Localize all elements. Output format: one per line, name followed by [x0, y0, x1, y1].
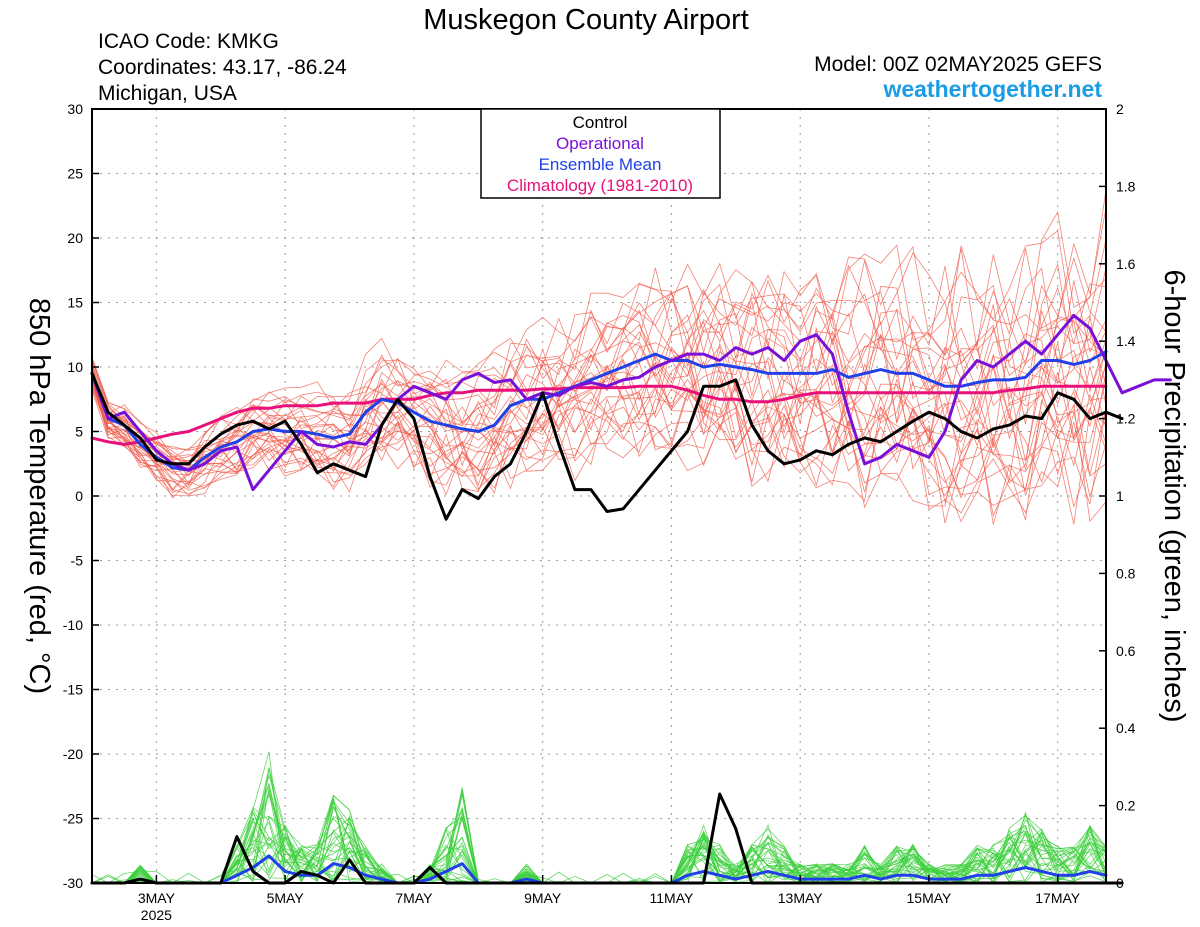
y-tick-label: 15: [67, 295, 83, 311]
y-tick-label: 10: [67, 359, 83, 375]
y-tick-label: 30: [67, 101, 83, 117]
legend-ensemble-mean: Ensemble Mean: [539, 155, 662, 174]
x-tick-label: 13MAY: [778, 890, 824, 906]
y2-tick-label: 0: [1116, 875, 1124, 891]
legend-climatology: Climatology (1981-2010): [507, 176, 693, 195]
left-axis-label: 850 hPa Temperature (red, °C): [23, 298, 55, 694]
x-tick-label: 7MAY: [395, 890, 433, 906]
temperature-climatology-1981-2010-line: [90, 384, 1108, 446]
precip-member-line: [91, 782, 1107, 884]
x-tick-label: 17MAY: [1035, 890, 1081, 906]
x-tick-label: 9MAY: [524, 890, 562, 906]
y2-tick-label: 1.6: [1116, 256, 1136, 272]
model-run: Model: 00Z 02MAY2025 GEFS: [814, 53, 1102, 76]
temperature-member-line: [91, 207, 1107, 451]
legend-box: [480, 108, 721, 199]
y-tick-label: 25: [67, 166, 83, 182]
x-tick-sublabel: 2025: [141, 907, 172, 923]
y2-tick-label: 0.4: [1116, 720, 1136, 736]
left-axis: 30 25 20 15 10 5 0 -5 -10 -15 -20 -25 -30: [63, 101, 99, 891]
temperature-member-line: [91, 387, 1107, 514]
y2-tick-label: 1.4: [1116, 333, 1136, 349]
y2-tick-label: 1.8: [1116, 178, 1136, 194]
temperature-member-line: [91, 386, 1107, 524]
temperature-member-line: [91, 267, 1107, 461]
temperature-member-line: [91, 230, 1107, 464]
legend-operational: Operational: [556, 134, 644, 153]
temperature-operational-line: [90, 313, 1172, 492]
y-tick-label: 20: [67, 230, 83, 246]
x-tick-label: 3MAY: [138, 890, 176, 906]
temperature-member-line: [91, 366, 1107, 504]
y2-tick-label: 1.2: [1116, 411, 1136, 427]
temperature-member-line: [91, 342, 1107, 473]
legend-control: Control: [573, 113, 628, 132]
grid: [92, 109, 1106, 883]
site-name: weathertogether.net: [882, 76, 1102, 102]
x-tick-label: 5MAY: [267, 890, 305, 906]
region: Michigan, USA: [98, 82, 237, 105]
y-tick-label: -15: [63, 682, 83, 698]
temperature-member-line: [91, 310, 1107, 466]
temperature-ensemble-mean-line: [90, 350, 1108, 472]
y-tick-label: -30: [63, 875, 83, 891]
temperature-member-line: [91, 271, 1107, 459]
temperature-member-line: [91, 252, 1107, 464]
icao-code: ICAO Code: KMKG: [98, 30, 279, 53]
chart-title: Muskegon County Airport: [423, 4, 749, 36]
ensemble-members: [91, 190, 1107, 884]
temperature-member-line: [91, 348, 1107, 482]
y-tick-label: 0: [75, 488, 83, 504]
y-tick-label: 5: [75, 424, 83, 440]
temperature-member-line: [91, 349, 1107, 490]
temperature-member-line: [91, 356, 1107, 496]
y2-tick-label: 0.2: [1116, 798, 1136, 814]
legend: Control Operational Ensemble Mean Climat…: [480, 108, 721, 199]
temperature-member-line: [91, 353, 1107, 497]
y2-tick-label: 0.8: [1116, 565, 1136, 581]
temperature-control-line: [90, 371, 1124, 521]
x-tick-label: 11MAY: [650, 890, 694, 906]
precip-member-line: [92, 767, 1107, 884]
temperature-member-line: [91, 378, 1107, 525]
y2-tick-label: 0.6: [1116, 643, 1136, 659]
right-axis-label: 6-hour Precipitation (green, inches): [1158, 270, 1190, 723]
coordinates: Coordinates: 43.17, -86.24: [98, 56, 347, 79]
y-tick-label: -25: [63, 811, 83, 827]
y-tick-label: -10: [63, 617, 83, 633]
y-tick-label: -5: [71, 553, 84, 569]
x-tick-label: 15MAY: [907, 890, 953, 906]
y2-tick-label: 1: [1116, 488, 1124, 504]
temperature-member-line: [91, 317, 1107, 462]
y2-tick-label: 2: [1116, 101, 1124, 117]
right-axis: 2 1.8 1.6 1.4 1.2 1 0.8 0.6 0.4 0.2 0: [1099, 101, 1136, 891]
y-tick-label: -20: [63, 746, 83, 762]
temperature-member-line: [91, 190, 1107, 451]
